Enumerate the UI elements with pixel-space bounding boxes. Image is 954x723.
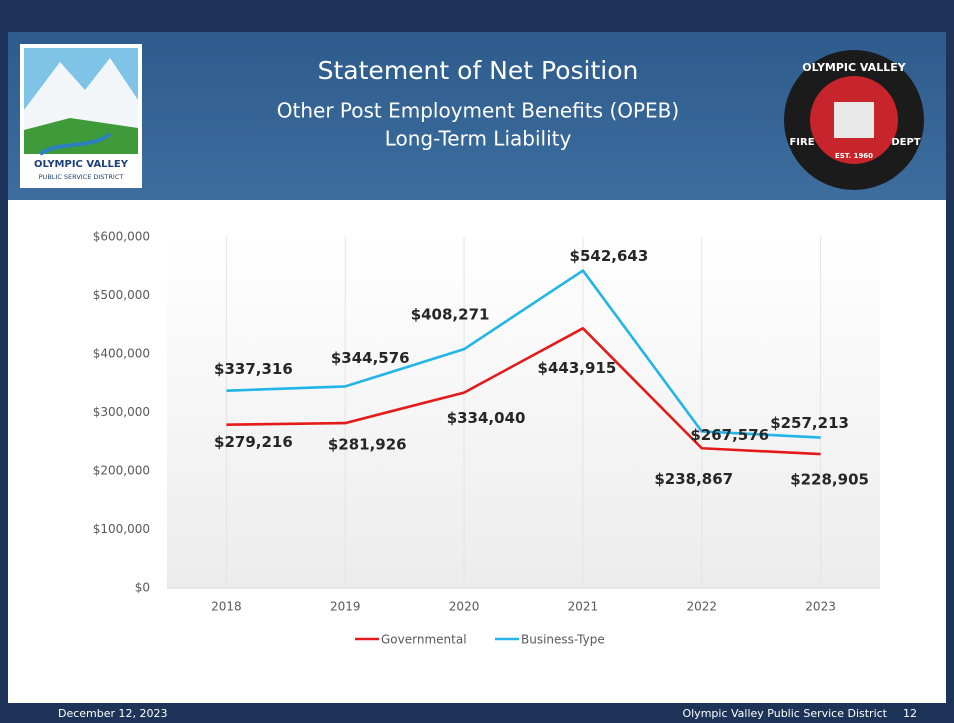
footer-org: Olympic Valley Public Service District bbox=[682, 707, 887, 720]
logo-text: EST. 1960 bbox=[835, 152, 873, 160]
slide: Statement of Net Position Other Post Emp… bbox=[0, 0, 954, 723]
x-tick-label: 2020 bbox=[449, 600, 480, 614]
data-label: $228,905 bbox=[790, 471, 869, 489]
y-tick-label: $100,000 bbox=[93, 522, 150, 536]
logo-text: FIRE bbox=[789, 137, 814, 148]
legend-label: Business-Type bbox=[521, 633, 605, 647]
logo-emblem bbox=[834, 102, 874, 138]
y-tick-label: $0 bbox=[135, 581, 150, 595]
page-number: 12 bbox=[903, 707, 917, 720]
legend-label: Governmental bbox=[381, 633, 467, 647]
page: Statement of Net Position Other Post Emp… bbox=[0, 0, 954, 723]
logo-text: OLYMPIC VALLEY bbox=[34, 159, 129, 170]
data-label: $542,643 bbox=[570, 247, 649, 265]
y-tick-label: $500,000 bbox=[93, 288, 150, 302]
subtitle: Long-Term Liability bbox=[385, 127, 572, 151]
district-logo: OLYMPIC VALLEY PUBLIC SERVICE DISTRICT bbox=[20, 44, 142, 188]
y-tick-label: $300,000 bbox=[93, 405, 150, 419]
subtitle: Other Post Employment Benefits (OPEB) bbox=[277, 99, 679, 123]
y-tick-label: $200,000 bbox=[93, 464, 150, 478]
data-label: $238,867 bbox=[654, 470, 733, 488]
x-tick-label: 2022 bbox=[686, 600, 717, 614]
data-label: $443,915 bbox=[538, 359, 617, 377]
x-tick-label: 2023 bbox=[805, 600, 836, 614]
data-label: $408,271 bbox=[411, 306, 490, 324]
logo-text: DEPT bbox=[891, 137, 920, 148]
data-label: $267,576 bbox=[690, 426, 769, 444]
data-label: $337,316 bbox=[214, 360, 293, 378]
x-tick-label: 2021 bbox=[568, 600, 599, 614]
data-label: $281,926 bbox=[328, 436, 407, 454]
data-label: $257,213 bbox=[770, 414, 849, 432]
x-tick-label: 2019 bbox=[330, 600, 361, 614]
y-tick-label: $600,000 bbox=[93, 230, 150, 244]
data-label: $344,576 bbox=[331, 349, 410, 367]
footer-date: December 12, 2023 bbox=[58, 707, 168, 720]
x-tick-label: 2018 bbox=[211, 600, 242, 614]
y-tick-label: $400,000 bbox=[93, 347, 150, 361]
logo-text: PUBLIC SERVICE DISTRICT bbox=[39, 173, 124, 181]
logo-text: OLYMPIC VALLEY bbox=[802, 61, 906, 74]
data-label: $334,040 bbox=[447, 409, 526, 427]
title: Statement of Net Position bbox=[318, 56, 639, 85]
data-label: $279,216 bbox=[214, 433, 293, 451]
fire-logo: OLYMPIC VALLEY FIRE DEPT EST. 1960 bbox=[784, 50, 924, 190]
